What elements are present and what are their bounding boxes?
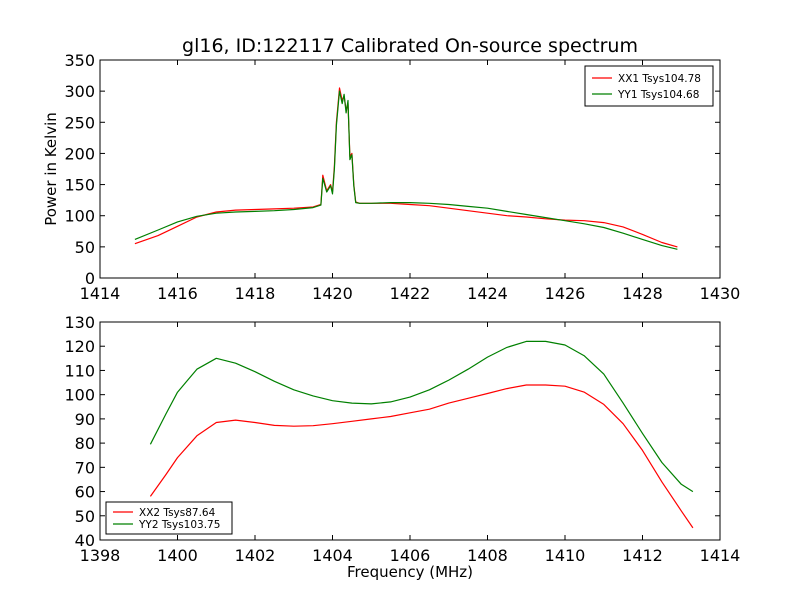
- y-tick-label: 300: [64, 82, 95, 101]
- y-tick-label: 200: [64, 144, 95, 163]
- y-tick-label: 80: [75, 434, 95, 453]
- y-tick-label: 130: [64, 313, 95, 332]
- y-axis-label: Power in Kelvin: [42, 112, 60, 226]
- x-tick-label: 1398: [80, 546, 121, 565]
- y-tick-label: 70: [75, 458, 95, 477]
- series-line-2: [134, 90, 678, 250]
- x-axis-label: Frequency (MHz): [347, 563, 473, 581]
- y-tick-label: 350: [64, 51, 95, 70]
- legend-box: [105, 501, 233, 535]
- x-tick-label: 1400: [157, 546, 198, 565]
- y-tick-label: 90: [75, 410, 95, 429]
- y-tick-label: 100: [64, 207, 95, 226]
- bottom-plot: 1398 1400 1402 1404 1406 1408 1410 1412 1414 40 50…: [64, 313, 740, 581]
- chart-title: gl16, ID:122117 Calibrated On-source spe…: [182, 35, 638, 57]
- y-tick-label: 250: [64, 113, 95, 132]
- series-line-1: [134, 87, 678, 248]
- y-tick-label: 50: [75, 507, 95, 526]
- legend-label: XX1 Tsys104.78: [618, 73, 701, 85]
- y-tick-label: 0: [85, 269, 95, 288]
- y-tick-label: 120: [64, 337, 95, 356]
- y-tick-label: 150: [64, 176, 95, 195]
- x-tick-label: 1410: [545, 546, 586, 565]
- x-tick-label: 1402: [235, 546, 276, 565]
- x-tick-label: 1414: [700, 546, 741, 565]
- x-tick-label: 1426: [545, 284, 586, 303]
- legend: XX1 Tsys104.78 YY1 Tsys104.68: [584, 65, 714, 107]
- legend-box: [584, 65, 714, 107]
- x-tick-label: 1404: [312, 546, 353, 565]
- x-tick-label: 1414: [80, 284, 121, 303]
- series-line-1: [149, 384, 694, 529]
- x-tick-label: 1424: [467, 284, 508, 303]
- y-tick-label: 50: [75, 238, 95, 257]
- x-tick-label: 1420: [312, 284, 353, 303]
- x-tick-label: 1406: [390, 546, 431, 565]
- x-tick-label: 1430: [700, 284, 741, 303]
- x-tick-label: 1408: [467, 546, 508, 565]
- legend-label: YY2 Tsys103.75: [138, 519, 220, 531]
- x-tick-label: 1428: [622, 284, 663, 303]
- x-tick-label: 1412: [622, 546, 663, 565]
- y-tick-label: 60: [75, 483, 95, 502]
- series-line-2: [149, 340, 694, 493]
- top-plot: 1414 1416 1418 1420 1422 1424 1426 1428 1430 0 50 1…: [42, 51, 740, 303]
- x-tick-label: 1418: [235, 284, 276, 303]
- y-tick-label: 40: [75, 531, 95, 550]
- x-tick-label: 1416: [157, 284, 198, 303]
- x-tick-label: 1422: [390, 284, 431, 303]
- y-tick-label: 110: [64, 361, 95, 380]
- legend-label: YY1 Tsys104.68: [617, 89, 699, 101]
- legend-label: XX2 Tsys87.64: [139, 507, 216, 519]
- y-tick-label: 100: [64, 386, 95, 405]
